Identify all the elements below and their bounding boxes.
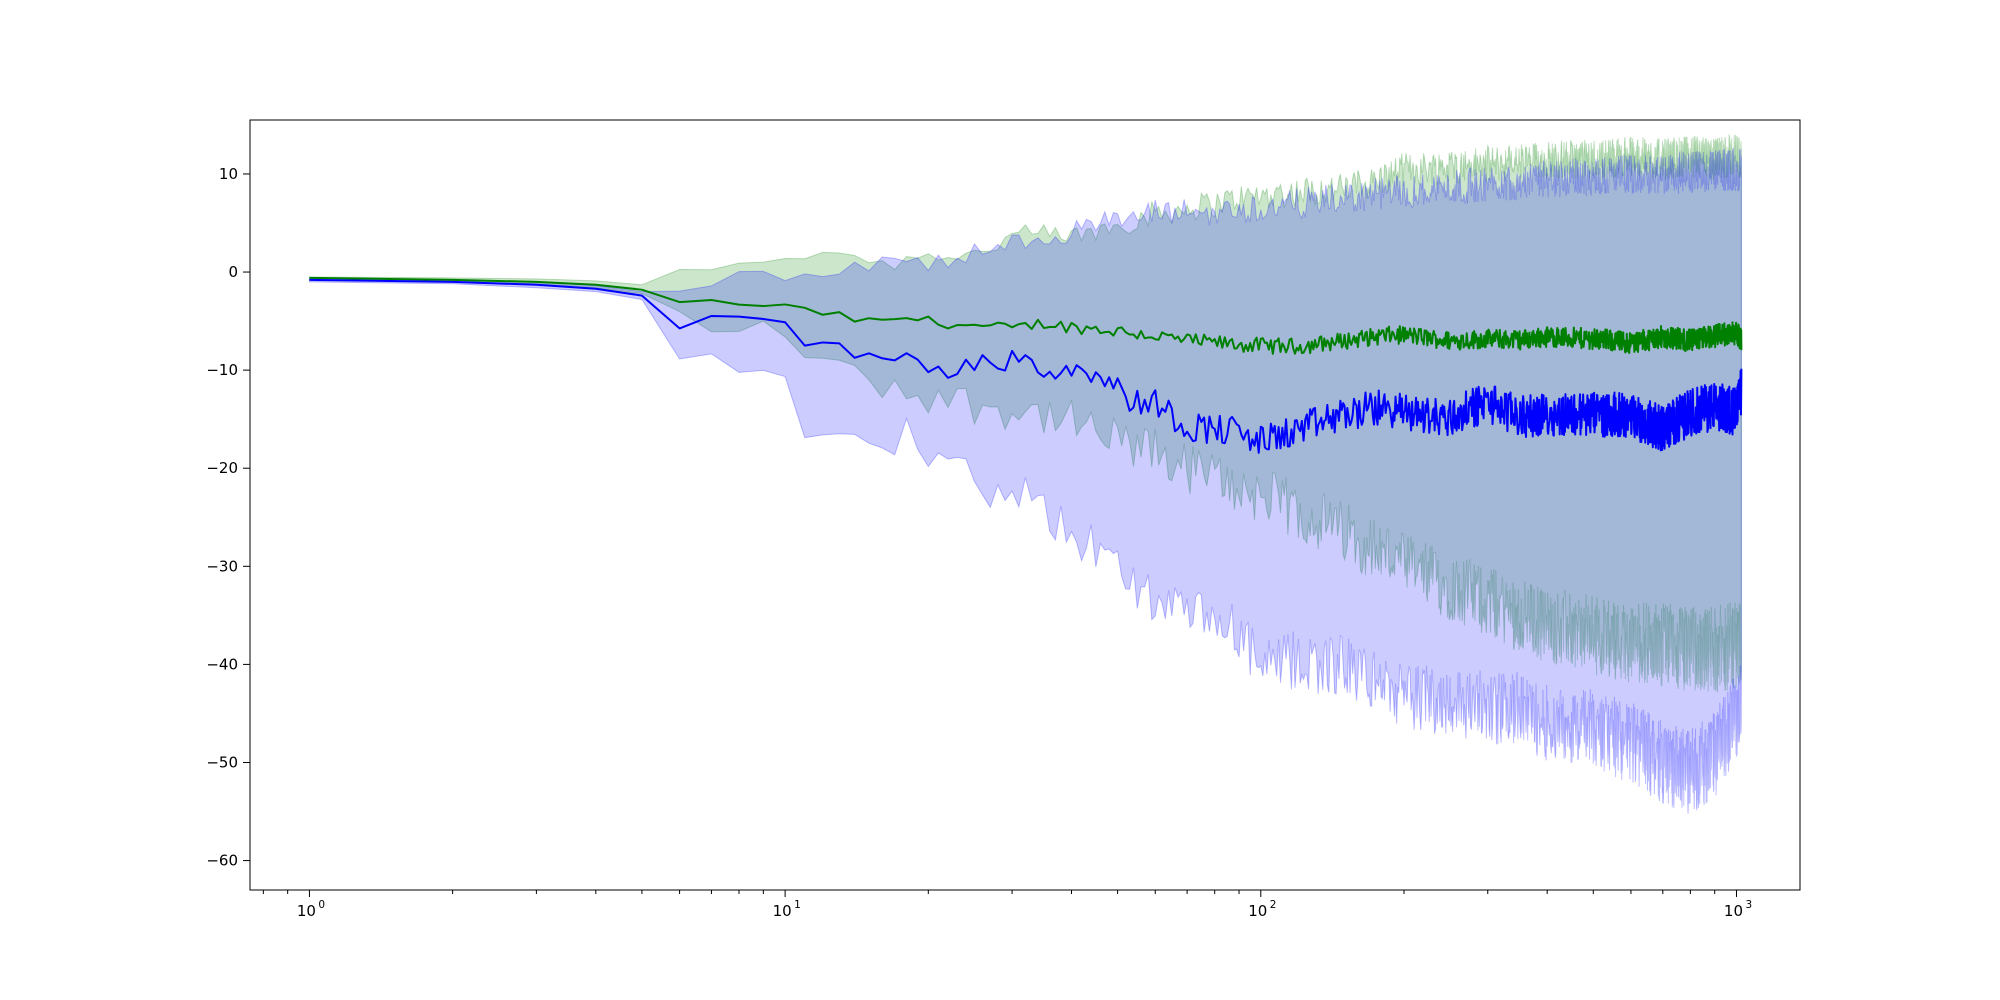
x-axis: 10 0 10 1 10 2 10 3 [262,890,1752,920]
x-tick-label: 10 0 [297,899,325,920]
x-tick-base: 10 [297,902,316,920]
series-1-line [309,276,1743,355]
x-tick-exponent: 3 [1745,899,1752,911]
x-tick-label: 10 2 [1248,899,1276,920]
x-tick-base: 10 [1248,902,1267,920]
y-tick-label: −10 [206,361,238,379]
x-tick-base: 10 [773,902,792,920]
plot-area [308,134,1743,814]
x-tick-exponent: 2 [1270,899,1277,911]
x-tick-label: 10 3 [1724,899,1752,920]
y-axis: 10 0 −10 −20 −30 −40 −50 −60 [206,165,250,870]
y-tick-label: −30 [206,557,238,575]
x-tick-base: 10 [1724,902,1743,920]
x-tick-exponent: 1 [794,899,801,911]
x-tick-label: 10 1 [773,899,801,920]
y-tick-label: −50 [206,753,238,771]
x-tick-exponent: 0 [318,899,325,911]
series-1-band [308,134,1742,693]
y-tick-label: 0 [228,263,238,281]
y-tick-label: −20 [206,459,238,477]
axes-frame [249,119,1801,891]
y-tick-label: 10 [219,165,238,183]
y-tick-label: −40 [206,655,238,673]
y-tick-label: −60 [206,852,238,870]
series-2-line [309,278,1743,454]
series-2-band [308,147,1742,814]
